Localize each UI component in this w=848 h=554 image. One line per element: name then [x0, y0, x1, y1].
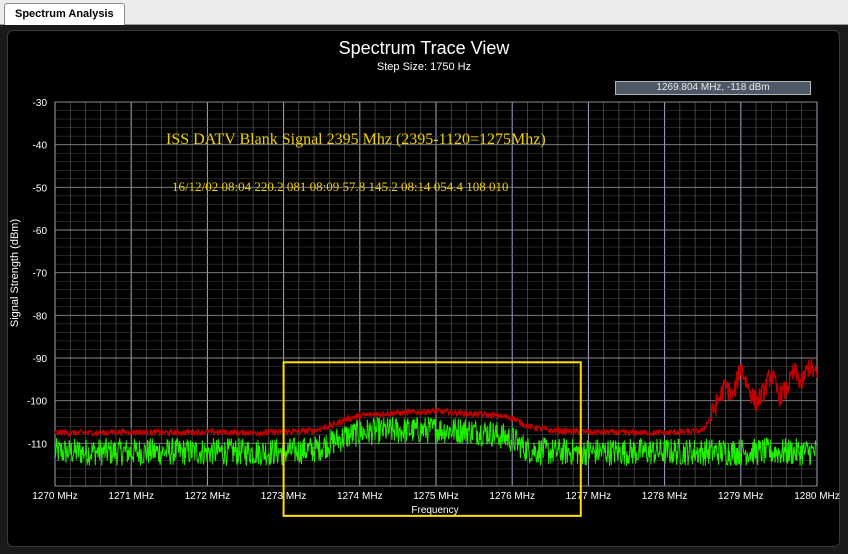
x-tick-label: 1277 MHz [566, 491, 612, 502]
y-tick-label: -50 [33, 183, 48, 194]
x-tick-labels: 1270 MHz 1271 MHz 1272 MHz 1273 MHz 1274 MHz… [32, 491, 840, 502]
y-tick-label: -70 [33, 269, 48, 280]
tab-spectrum-analysis[interactable]: Spectrum Analysis [4, 3, 125, 25]
highlight-box [282, 361, 582, 517]
x-tick-label: 1271 MHz [108, 491, 154, 502]
annotation-line-1: ISS DATV Blank Signal 2395 Mhz (2395-112… [166, 131, 546, 148]
x-tick-label: 1279 MHz [718, 491, 764, 502]
grid-lines [54, 101, 818, 487]
chart-panel [7, 30, 840, 547]
traces [54, 357, 818, 467]
chart-title: Spectrum Trace View [339, 38, 511, 58]
y-tick-label: -80 [33, 311, 48, 322]
x-tick-label: 1278 MHz [642, 491, 688, 502]
x-axis-label: Frequency [411, 505, 458, 516]
x-tick-label: 1270 MHz [32, 491, 78, 502]
chart-subtitle: Step Size: 1750 Hz [377, 61, 471, 73]
x-tick-label: 1272 MHz [185, 491, 231, 502]
x-tick-label: 1275 MHz [413, 491, 459, 502]
live-trace [54, 416, 818, 467]
y-tick-label: -30 [33, 98, 48, 109]
y-tick-label: -60 [33, 226, 48, 237]
x-tick-label: 1280 MHz [794, 491, 840, 502]
y-tick-labels: -30 -40 -50 -60 -70 -80 -90 -100 -110 [27, 98, 47, 450]
max-hold-trace [54, 357, 818, 438]
annotation-line-2: 16/12/02 08:04 220.2 081 08:09 57.8 145.… [172, 179, 509, 194]
y-tick-label: -100 [27, 397, 47, 408]
tab-bar: Spectrum Analysis [0, 0, 848, 25]
x-tick-label: 1276 MHz [489, 491, 535, 502]
cursor-readout: 1269.804 MHz, -118 dBm [615, 81, 811, 95]
y-tick-label: -90 [33, 354, 48, 365]
x-tick-label: 1274 MHz [337, 491, 383, 502]
y-tick-label: -110 [28, 439, 48, 450]
y-axis-label: Signal Strength (dBm) [9, 219, 21, 327]
y-tick-label: -40 [33, 141, 48, 152]
